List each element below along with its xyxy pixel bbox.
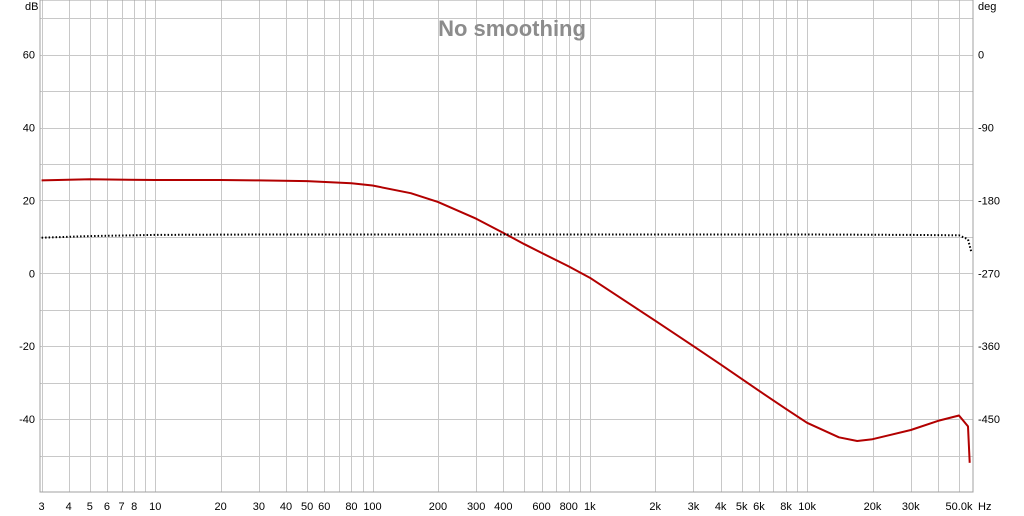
- x-tick-label: 800: [560, 501, 578, 513]
- x-tick-label: 5: [87, 501, 93, 513]
- x-tick-label: 1k: [584, 501, 596, 513]
- magnitude-series-line: [41, 178, 971, 463]
- x-tick-label: 50: [301, 501, 313, 513]
- y-left-tick-label: 40: [23, 123, 35, 135]
- y-right-unit-label: deg: [978, 1, 996, 13]
- y-right-tick-label: -450: [978, 414, 1000, 426]
- x-tick-label: 10k: [798, 501, 816, 513]
- x-tick-label: 4: [66, 501, 72, 513]
- y-left-tick-label: 20: [23, 195, 35, 207]
- x-tick-label: 400: [494, 501, 512, 513]
- x-tick-label: 80: [345, 501, 357, 513]
- y-right-tick-label: -180: [978, 195, 1000, 207]
- y-left-tick-label: 0: [29, 268, 35, 280]
- plot-border: [39, 0, 974, 493]
- x-tick-label: 3: [39, 501, 45, 513]
- x-tick-label: 10: [149, 501, 161, 513]
- x-tick-label: 6k: [753, 501, 765, 513]
- x-tick-label: 200: [429, 501, 447, 513]
- y-left-tick-label: -40: [19, 414, 35, 426]
- y-right-tick-label: -90: [978, 123, 994, 135]
- x-tick-label: 20: [214, 501, 226, 513]
- phase-series-line: [41, 233, 973, 253]
- x-tick-label: 300: [467, 501, 485, 513]
- y-right-tick-label: 0: [978, 50, 984, 62]
- x-tick-label: 600: [532, 501, 550, 513]
- x-tick-label: 6: [104, 501, 110, 513]
- grid-lines: [40, 0, 973, 492]
- x-tick-label: 4k: [715, 501, 727, 513]
- chart-title: No smoothing: [438, 16, 586, 41]
- x-tick-label: 30: [253, 501, 265, 513]
- x-tick-label: 30k: [902, 501, 920, 513]
- x-tick-label: 100: [363, 501, 381, 513]
- x-tick-label: 5k: [736, 501, 748, 513]
- x-tick-label: 50.0k: [946, 501, 973, 513]
- y-right-tick-label: -360: [978, 341, 1000, 353]
- plot-series: [41, 178, 973, 463]
- x-tick-label: 3k: [688, 501, 700, 513]
- x-tick-label: 2k: [649, 501, 661, 513]
- tick-labels: 3 4 5 6 7 8 10 20 30 40 50 60 80 100 200 300 400 600 800 1k…: [19, 50, 1000, 513]
- y-right-tick-label: -270: [978, 268, 1000, 280]
- x-tick-label: 60: [318, 501, 330, 513]
- y-left-tick-label: 60: [23, 50, 35, 62]
- plot-background: [40, 0, 973, 492]
- x-tick-label: 40: [280, 501, 292, 513]
- x-tick-label: 8k: [780, 501, 792, 513]
- x-tick-label: 7: [118, 501, 124, 513]
- x-tick-label: 20k: [864, 501, 882, 513]
- y-left-unit-label: dB: [25, 1, 38, 13]
- x-tick-label: 8: [131, 501, 137, 513]
- x-unit-label: Hz: [978, 501, 991, 513]
- y-left-tick-label: -20: [19, 341, 35, 353]
